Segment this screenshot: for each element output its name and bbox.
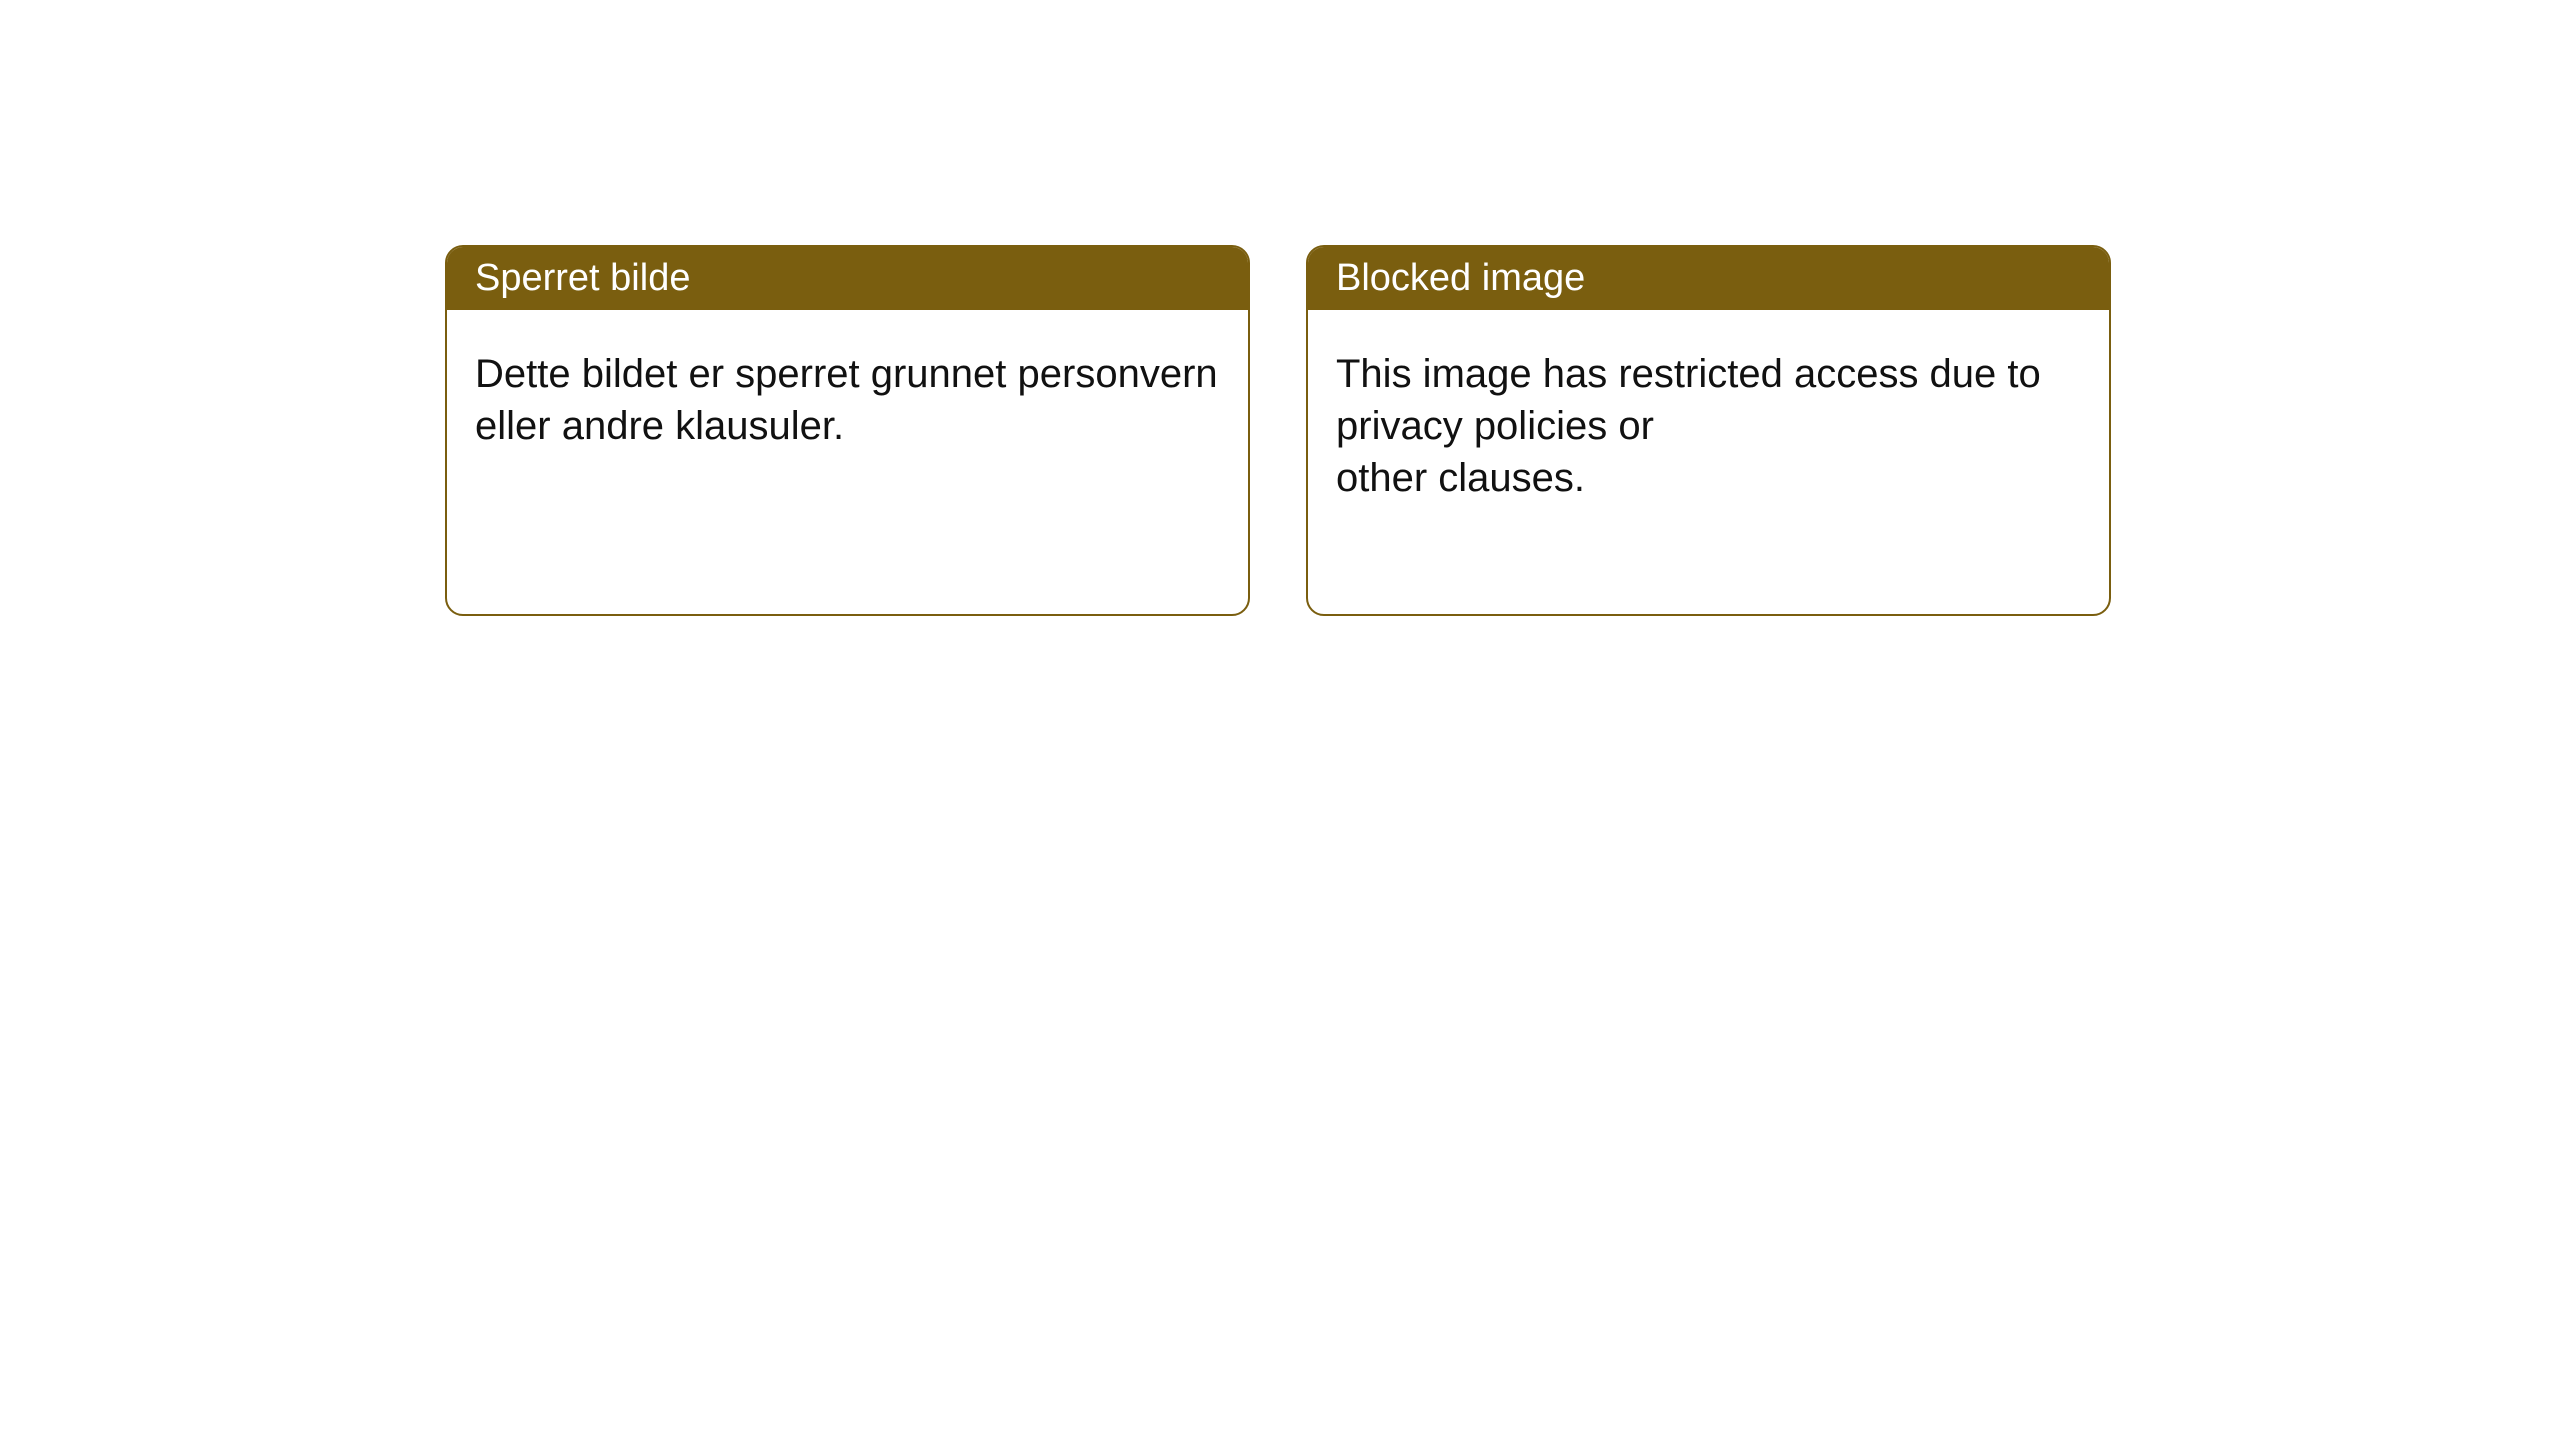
- notice-cards-container: Sperret bilde Dette bildet er sperret gr…: [0, 0, 2560, 616]
- notice-card-norwegian: Sperret bilde Dette bildet er sperret gr…: [445, 245, 1250, 616]
- card-body-text: This image has restricted access due to …: [1308, 310, 2109, 614]
- card-header: Sperret bilde: [447, 247, 1248, 310]
- notice-card-english: Blocked image This image has restricted …: [1306, 245, 2111, 616]
- card-body-text: Dette bildet er sperret grunnet personve…: [447, 310, 1248, 562]
- card-header: Blocked image: [1308, 247, 2109, 310]
